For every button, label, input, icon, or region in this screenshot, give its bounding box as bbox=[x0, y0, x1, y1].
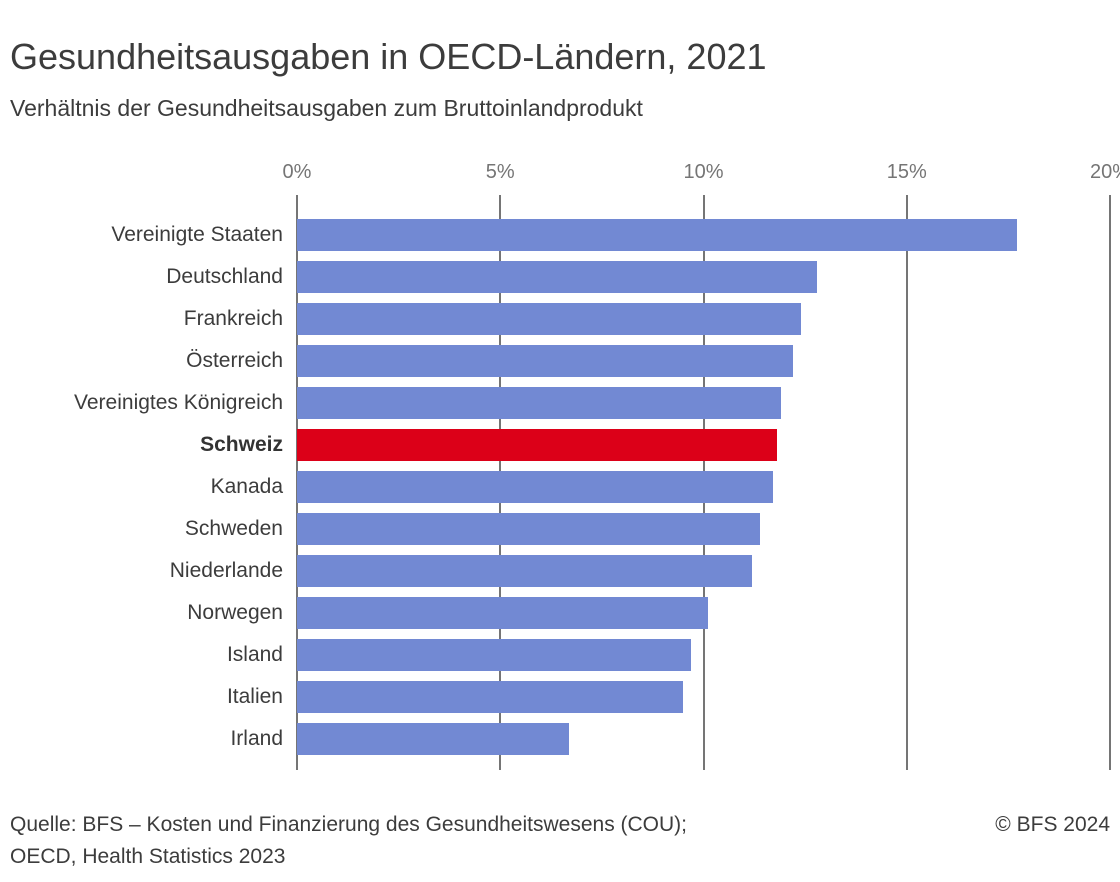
bar-label: Vereinigte Staaten bbox=[111, 223, 283, 246]
chart-subtitle: Verhältnis der Gesundheitsausgaben zum B… bbox=[10, 95, 643, 121]
bar-label: Island bbox=[226, 643, 283, 666]
bar bbox=[297, 597, 708, 629]
bar bbox=[297, 471, 773, 503]
axis-tick-label: 5% bbox=[485, 161, 515, 183]
bar-label: Niederlande bbox=[169, 559, 283, 582]
axis-tick-label: 0% bbox=[282, 161, 312, 183]
axis-tick-label: 20% bbox=[1089, 161, 1120, 183]
bar-label: Italien bbox=[226, 685, 283, 708]
bar bbox=[297, 303, 802, 335]
bar-label: Norwegen bbox=[187, 601, 283, 624]
bar bbox=[297, 387, 781, 419]
bar-label: Kanada bbox=[210, 475, 283, 498]
bar-label: Irland bbox=[230, 727, 283, 750]
chart-title: Gesundheitsausgaben in OECD-Ländern, 202… bbox=[10, 36, 767, 78]
gridline bbox=[1109, 195, 1111, 770]
bar-label: Schweden bbox=[184, 517, 283, 540]
copyright-note: © BFS 2024 bbox=[995, 813, 1110, 836]
bar bbox=[297, 639, 692, 671]
source-note-line1: Quelle: BFS – Kosten und Finanzierung de… bbox=[10, 813, 688, 836]
bar bbox=[297, 681, 684, 713]
bar bbox=[297, 555, 753, 587]
bar bbox=[297, 261, 818, 293]
axis-tick-label: 10% bbox=[683, 161, 724, 183]
bar bbox=[297, 219, 1017, 251]
bar-label: Österreich bbox=[186, 349, 283, 372]
bar bbox=[297, 345, 793, 377]
bar-label: Vereinigtes Königreich bbox=[74, 391, 283, 414]
axis-tick-label: 15% bbox=[886, 161, 927, 183]
gridline bbox=[905, 195, 908, 770]
bar-label: Frankreich bbox=[183, 307, 283, 330]
bar bbox=[297, 723, 570, 755]
bar-highlighted bbox=[297, 429, 777, 461]
bar-label: Deutschland bbox=[166, 265, 283, 288]
bar-label: Schweiz bbox=[200, 433, 283, 456]
source-note-line2: OECD, Health Statistics 2023 bbox=[10, 845, 286, 868]
bar bbox=[297, 513, 761, 545]
